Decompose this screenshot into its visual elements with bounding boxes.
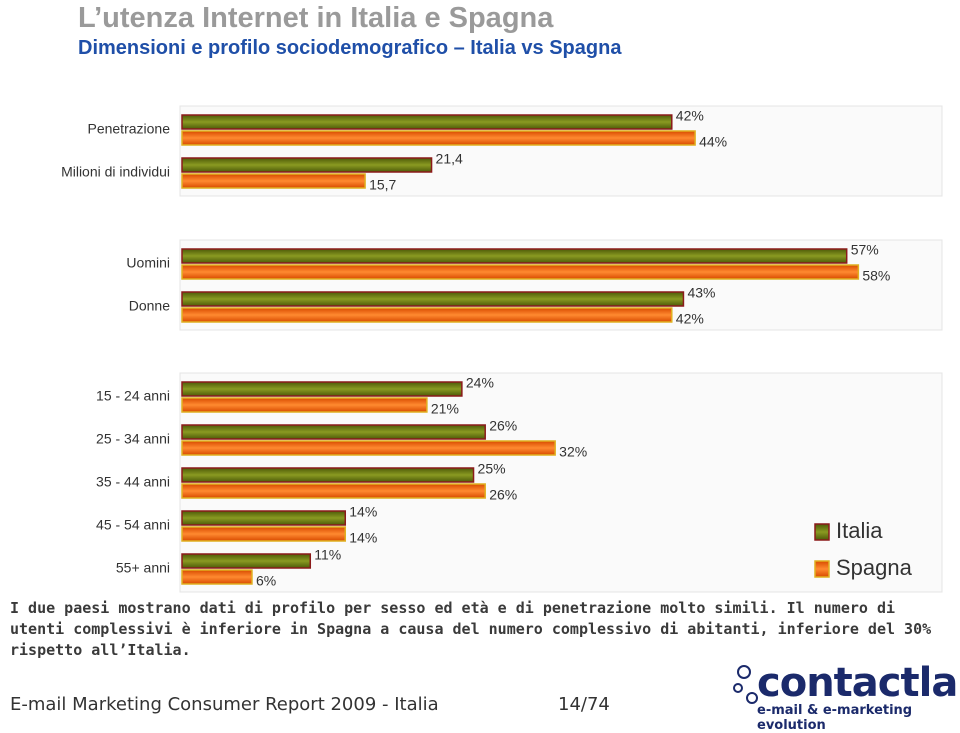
legend-swatch	[814, 523, 830, 541]
chart: Penetrazione 42% 44% Milioni di individui 21…	[61, 105, 943, 593]
value-label: 32%	[559, 444, 587, 460]
value-label: 43%	[687, 285, 715, 301]
bar	[181, 483, 486, 499]
footer: E-mail Marketing Consumer Report 2009 - …	[10, 694, 439, 715]
value-label: 21,4	[436, 151, 463, 167]
category-label: 15 - 24 anni	[96, 388, 170, 404]
page-number: 14/74	[558, 694, 610, 715]
value-label: 42%	[676, 311, 704, 327]
legend-swatch	[814, 560, 830, 578]
legend-label: Italia	[836, 518, 883, 543]
bar	[181, 291, 685, 307]
category-label: 25 - 34 anni	[96, 431, 170, 447]
tagline: e-mail & e-marketing evolution	[757, 703, 913, 733]
bar	[181, 397, 428, 413]
bar	[181, 526, 347, 542]
bar	[181, 157, 433, 173]
value-label: 11%	[314, 547, 341, 563]
category-label: Donne	[129, 298, 170, 314]
category-label: 45 - 54 anni	[96, 517, 170, 533]
bar	[181, 130, 696, 146]
value-label: 44%	[699, 134, 727, 150]
category-label: 35 - 44 anni	[96, 474, 170, 490]
legend-label: Spagna	[836, 555, 913, 580]
subtitle: Dimensioni e profilo sociodemografico – …	[78, 37, 622, 59]
bar	[181, 467, 475, 483]
paragraph: I due paesi mostrano dati di profilo per…	[10, 599, 932, 659]
bar	[181, 553, 312, 569]
category-label: Milioni di individui	[61, 164, 170, 180]
logo-dots	[733, 665, 758, 704]
category-label: Penetrazione	[87, 121, 170, 137]
title: L’utenza Internet in Italia e Spagna	[78, 2, 554, 34]
value-label: 25%	[478, 461, 506, 477]
bar	[181, 307, 673, 323]
value-label: 57%	[851, 242, 879, 258]
bar	[181, 381, 463, 397]
value-label: 14%	[349, 530, 377, 546]
bar	[181, 264, 860, 280]
logo: contactlab	[757, 660, 960, 706]
bar	[181, 248, 848, 264]
value-label: 26%	[489, 418, 517, 434]
value-label: 14%	[349, 504, 377, 520]
value-label: 6%	[256, 573, 276, 589]
category-label: Uomini	[126, 255, 170, 271]
bar	[181, 173, 366, 189]
value-label: 42%	[676, 108, 704, 124]
value-label: 58%	[862, 268, 890, 284]
bar	[181, 569, 253, 585]
bar	[181, 510, 347, 526]
value-label: 21%	[431, 401, 459, 417]
value-label: 24%	[466, 375, 494, 391]
bar	[181, 440, 556, 456]
bar	[181, 114, 673, 130]
value-label: 26%	[489, 487, 517, 503]
category-label: 55+ anni	[116, 560, 170, 576]
bar	[181, 424, 486, 440]
value-label: 15,7	[369, 177, 396, 193]
